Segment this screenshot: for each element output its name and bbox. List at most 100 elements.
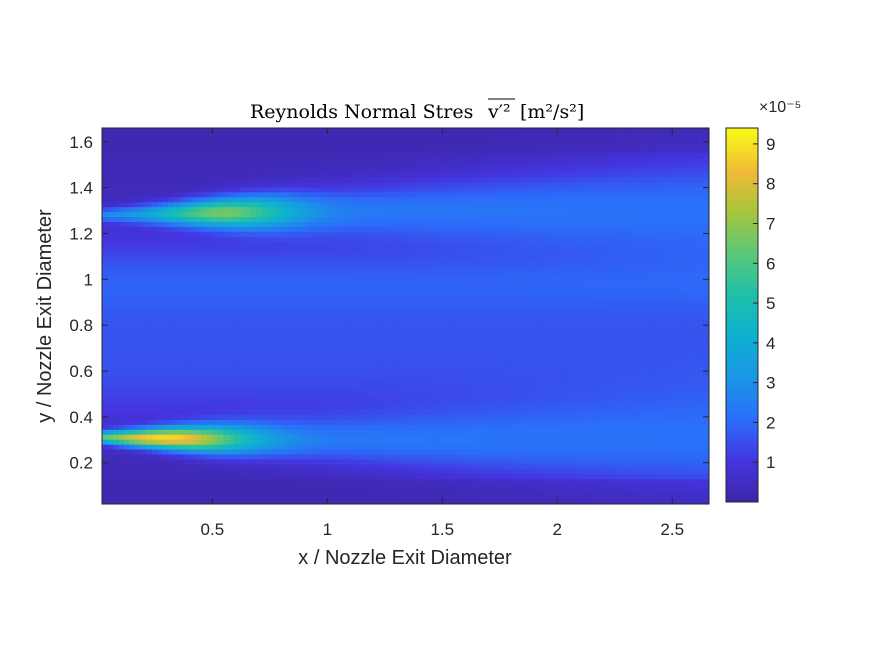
heatmap-cell	[405, 454, 412, 461]
heatmap-cell	[190, 192, 197, 198]
heatmap-cell	[300, 330, 307, 337]
heatmap-cell	[284, 479, 291, 485]
heatmap-cell	[333, 335, 340, 342]
heatmap-cell	[416, 162, 423, 169]
heatmap-cell	[328, 350, 335, 357]
heatmap-cell	[449, 271, 456, 278]
heatmap-cell	[284, 266, 291, 273]
heatmap-cell	[179, 499, 186, 504]
heatmap-cell	[129, 494, 136, 500]
heatmap-cell	[361, 345, 368, 352]
heatmap-cell	[267, 350, 274, 357]
heatmap-cell	[328, 345, 335, 352]
heatmap-cell	[206, 241, 213, 248]
heatmap-cell	[322, 187, 329, 193]
heatmap-cell	[300, 395, 307, 401]
heatmap-cell	[195, 236, 202, 243]
heatmap-cell	[140, 395, 147, 401]
heatmap-cell	[333, 499, 340, 504]
heatmap-cell	[239, 182, 247, 188]
heatmap-cell	[433, 266, 440, 273]
heatmap-cell	[416, 355, 423, 362]
heatmap-cell	[339, 276, 346, 282]
heatmap-cell	[217, 464, 224, 470]
heatmap-cell	[460, 355, 467, 362]
heatmap-cell	[190, 271, 197, 278]
heatmap-cell	[322, 484, 329, 490]
heatmap-cell	[361, 271, 368, 278]
heatmap-cell	[422, 499, 429, 504]
heatmap-cell	[350, 345, 357, 352]
heatmap-cell	[250, 222, 258, 228]
heatmap-cell	[350, 187, 357, 193]
heatmap-cell	[201, 395, 208, 401]
heatmap-cell	[361, 385, 368, 391]
heatmap-cell	[411, 162, 418, 169]
heatmap-cell	[273, 474, 280, 480]
heatmap-cell	[455, 167, 462, 174]
heatmap-cell	[372, 222, 379, 228]
heatmap-cell	[361, 370, 368, 376]
heatmap-cell	[157, 360, 164, 367]
heatmap-cell	[399, 340, 407, 347]
heatmap-cell	[223, 311, 230, 317]
heatmap-cell	[416, 469, 423, 475]
heatmap-cell	[102, 187, 109, 193]
heatmap-cell	[162, 424, 169, 431]
heatmap-cell	[317, 370, 324, 376]
heatmap-cell	[278, 410, 285, 416]
heatmap-cell	[317, 256, 324, 263]
heatmap-cell	[256, 474, 263, 480]
heatmap-cell	[245, 405, 252, 411]
heatmap-cell	[135, 459, 142, 466]
heatmap-cell	[173, 266, 180, 273]
heatmap-cell	[113, 340, 120, 347]
heatmap-cell	[267, 152, 274, 159]
heatmap-cell	[179, 380, 186, 386]
heatmap-cell	[157, 429, 164, 436]
heatmap-cell	[102, 281, 109, 287]
heatmap-cell	[107, 390, 114, 396]
heatmap-cell	[422, 187, 429, 193]
heatmap-cell	[206, 380, 213, 386]
heatmap-cell	[168, 256, 175, 263]
heatmap-cell	[102, 256, 109, 263]
heatmap-cell	[201, 484, 208, 490]
heatmap-cell	[278, 266, 285, 273]
heatmap-cell	[190, 345, 197, 352]
heatmap-cell	[350, 271, 357, 278]
heatmap-cell	[339, 241, 346, 248]
heatmap-cell	[162, 281, 169, 287]
heatmap-cell	[394, 400, 401, 406]
heatmap-cell	[278, 474, 285, 480]
heatmap-cell	[135, 444, 142, 451]
heatmap-cell	[433, 469, 440, 475]
heatmap-cell	[394, 316, 401, 322]
heatmap-cell	[217, 434, 224, 441]
heatmap-cell	[311, 340, 318, 347]
heatmap-cell	[245, 281, 252, 287]
heatmap-cell	[223, 231, 230, 238]
heatmap-cell	[157, 459, 164, 466]
heatmap-cell	[273, 355, 280, 362]
heatmap-cell	[201, 479, 208, 485]
heatmap-cell	[151, 246, 158, 253]
heatmap-cell	[262, 157, 269, 164]
heatmap-cell	[339, 152, 346, 159]
heatmap-cell	[460, 212, 467, 218]
heatmap-cell	[223, 142, 230, 149]
heatmap-cell	[289, 212, 296, 218]
heatmap-cell	[284, 474, 291, 480]
heatmap-cell	[262, 355, 269, 362]
heatmap-cell	[388, 335, 396, 342]
heatmap-cell	[300, 246, 307, 253]
heatmap-cell	[184, 187, 191, 193]
heatmap-cell	[394, 385, 401, 391]
heatmap-cell	[300, 231, 307, 238]
heatmap-cell	[366, 172, 373, 179]
heatmap-cell	[162, 474, 169, 480]
heatmap-cell	[124, 444, 131, 451]
heatmap-cell	[129, 330, 136, 337]
heatmap-cell	[377, 207, 385, 213]
heatmap-cell	[206, 132, 213, 139]
